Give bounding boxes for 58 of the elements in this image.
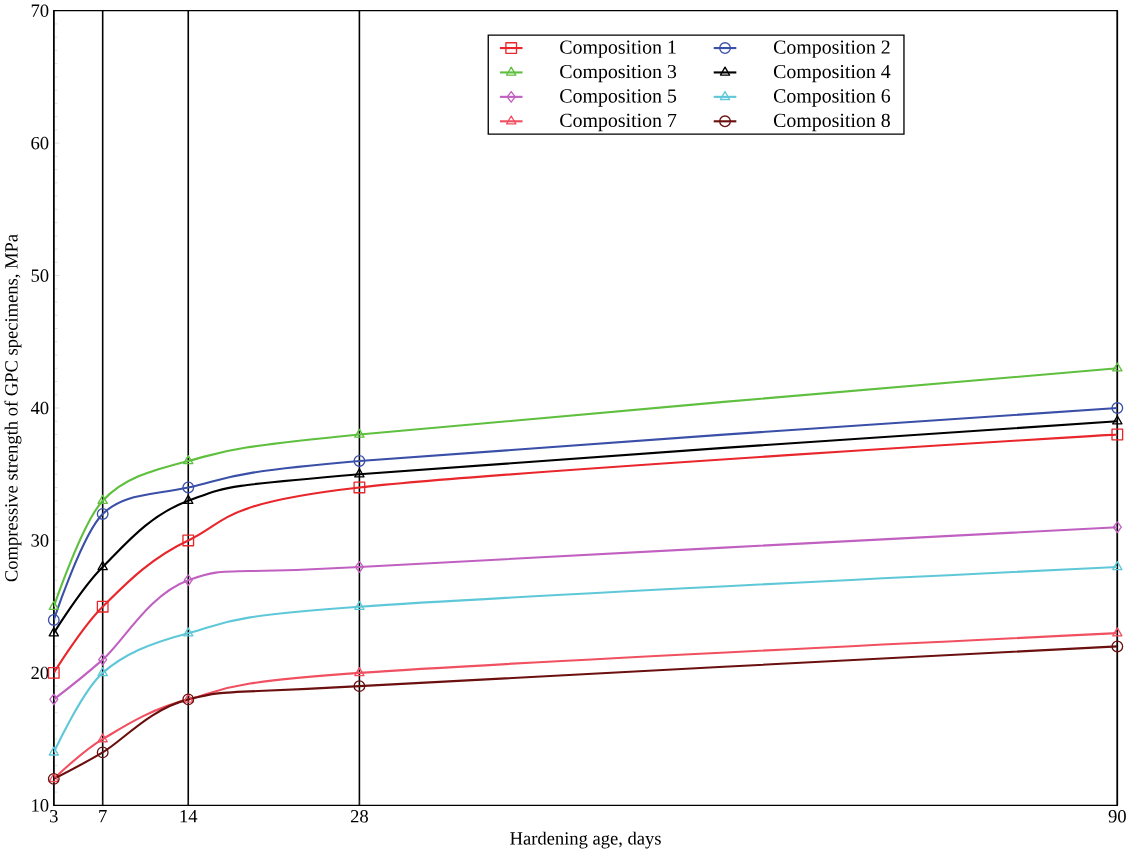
point [1111, 640, 1124, 653]
point [47, 614, 60, 626]
point [48, 600, 60, 611]
point [354, 666, 365, 677]
point [182, 481, 195, 494]
legend-label: Composition 8 [773, 113, 890, 132]
point [183, 494, 194, 505]
point [353, 455, 366, 467]
point [1112, 415, 1123, 425]
point [183, 574, 193, 587]
point [97, 561, 108, 571]
point [353, 680, 366, 693]
legend-label: Composition 7 [560, 113, 677, 132]
point [183, 627, 194, 637]
point [1112, 362, 1123, 372]
point [97, 733, 108, 743]
point [48, 746, 60, 756]
point [353, 481, 366, 494]
y-tick-label: 30 [31, 534, 49, 547]
point [96, 508, 109, 520]
point [47, 666, 60, 679]
point [96, 746, 109, 759]
x-tick-label: 14 [180, 810, 198, 823]
point [354, 600, 365, 611]
x-tick-label: 28 [350, 810, 368, 823]
point [354, 428, 365, 438]
point [97, 666, 108, 677]
legend-label: Composition 6 [773, 89, 891, 107]
y-tick-label: 10 [32, 799, 49, 812]
legend-label: Composition 2 [773, 40, 890, 58]
legend-label: Composition 4 [773, 64, 891, 83]
point [182, 534, 195, 547]
point [1111, 402, 1124, 414]
point [354, 561, 365, 573]
y-axis-title: Compressive strength of GPC specimens, MPa [4, 234, 22, 582]
point [48, 627, 60, 637]
legend-label: Composition 1 [560, 40, 676, 58]
x-tick-label: 7 [99, 810, 107, 823]
point [96, 600, 109, 613]
point [354, 468, 365, 478]
x-tick-label: 90 [1108, 810, 1126, 823]
point [1112, 561, 1123, 571]
y-tick-label: 20 [31, 666, 49, 680]
legend-label: Composition 5 [560, 89, 677, 107]
point [49, 693, 59, 706]
y-tick-label: 60 [31, 136, 49, 150]
y-tick-label: 40 [30, 401, 49, 415]
x-tick-label: 3 [50, 810, 58, 823]
legend-label: Composition 3 [560, 64, 677, 83]
point [1111, 428, 1124, 441]
x-axis-title: Hardening age, days [510, 831, 661, 849]
point [97, 494, 108, 505]
y-tick-label: 50 [31, 269, 49, 282]
point [98, 653, 108, 666]
point [1112, 627, 1123, 637]
point [1112, 521, 1122, 534]
point [183, 455, 194, 465]
y-tick-label: 70 [31, 4, 49, 17]
